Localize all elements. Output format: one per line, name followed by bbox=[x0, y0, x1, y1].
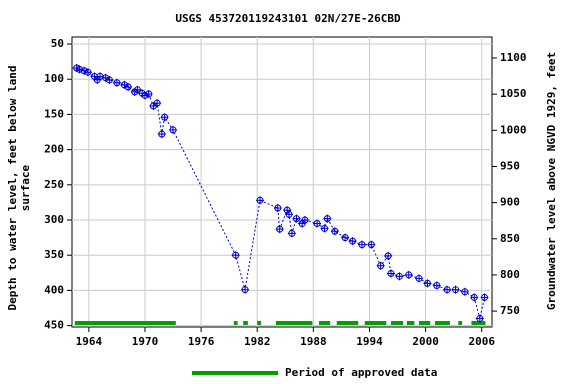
data-point bbox=[348, 237, 357, 246]
x-tick-label: 1964 bbox=[76, 335, 103, 348]
data-point bbox=[470, 293, 479, 302]
approved-period bbox=[434, 321, 450, 325]
x-tick-label: 1970 bbox=[132, 335, 159, 348]
connector-line bbox=[76, 67, 486, 319]
y2-axis-label: Groundwater level above NGVD 1929, feet bbox=[545, 52, 558, 310]
data-point bbox=[460, 287, 469, 296]
approved-period bbox=[406, 321, 415, 325]
y-tick-label: 450 bbox=[44, 319, 64, 332]
legend-label: Period of approved data bbox=[285, 366, 437, 379]
data-point bbox=[313, 219, 322, 228]
plot-frame bbox=[71, 36, 493, 328]
approved-period bbox=[471, 321, 486, 325]
x-tick-label: 1988 bbox=[300, 335, 327, 348]
approved-period bbox=[243, 321, 248, 325]
approved-period bbox=[318, 321, 331, 325]
data-point bbox=[443, 285, 452, 294]
data-point bbox=[160, 113, 169, 122]
data-point bbox=[320, 224, 329, 233]
approved-period bbox=[257, 321, 261, 325]
x-tick-label: 1982 bbox=[244, 335, 271, 348]
data-point bbox=[292, 214, 301, 223]
y2-tick-label: 1050 bbox=[500, 87, 527, 100]
y-tick-label: 50 bbox=[51, 37, 64, 50]
data-point bbox=[105, 75, 114, 84]
y-axis-label: Depth to water level, feet below land bbox=[6, 65, 19, 310]
approved-period bbox=[390, 321, 404, 325]
data-point bbox=[386, 269, 395, 278]
y-tick-label: 250 bbox=[44, 178, 64, 191]
x-tick-label: 1994 bbox=[356, 335, 383, 348]
data-point bbox=[83, 68, 92, 77]
data-point bbox=[140, 91, 149, 100]
x-tick-label: 2006 bbox=[468, 335, 495, 348]
data-point bbox=[330, 227, 339, 236]
y-tick-label: 300 bbox=[44, 213, 64, 226]
data-point bbox=[367, 240, 376, 249]
data-point bbox=[323, 214, 332, 223]
data-point bbox=[480, 293, 489, 302]
data-point bbox=[300, 216, 309, 225]
y2-tick-label: 800 bbox=[500, 268, 520, 281]
data-point bbox=[357, 240, 366, 249]
data-point bbox=[112, 78, 121, 87]
approved-period bbox=[74, 321, 176, 325]
data-point bbox=[404, 270, 413, 279]
data-point bbox=[423, 279, 432, 288]
y2-tick-label: 900 bbox=[500, 196, 520, 209]
y2-tick-label: 950 bbox=[500, 159, 520, 172]
data-point bbox=[144, 90, 153, 99]
data-point bbox=[101, 73, 110, 82]
approved-period bbox=[419, 321, 431, 325]
y2-tick-label: 750 bbox=[500, 304, 520, 317]
data-point bbox=[475, 314, 484, 323]
data-point bbox=[75, 65, 84, 74]
chart-title: USGS 453720119243101 02N/27E-26CBD bbox=[175, 12, 401, 25]
data-point bbox=[283, 206, 292, 215]
data-point bbox=[124, 82, 133, 91]
data-point bbox=[285, 210, 294, 219]
y-tick-label: 400 bbox=[44, 283, 64, 296]
y-tick-label: 150 bbox=[44, 107, 64, 120]
data-point bbox=[287, 229, 296, 238]
data-point bbox=[231, 251, 240, 260]
y-axis-label: surface bbox=[19, 164, 32, 211]
data-point bbox=[341, 233, 350, 242]
approved-period bbox=[336, 321, 359, 325]
approved-period bbox=[275, 321, 313, 325]
approved-period bbox=[458, 321, 463, 325]
x-tick-label: 2000 bbox=[412, 335, 439, 348]
data-point bbox=[432, 281, 441, 290]
data-point bbox=[133, 85, 142, 94]
y2-tick-label: 1000 bbox=[500, 123, 527, 136]
data-point bbox=[256, 196, 265, 205]
approved-period bbox=[364, 321, 387, 325]
approved-period bbox=[233, 321, 238, 325]
data-point bbox=[275, 225, 284, 234]
data-point bbox=[120, 80, 129, 89]
y-tick-label: 100 bbox=[44, 72, 64, 85]
data-point bbox=[80, 66, 89, 75]
y2-tick-label: 850 bbox=[500, 232, 520, 245]
y-tick-label: 350 bbox=[44, 248, 64, 261]
x-tick-label: 1976 bbox=[188, 335, 215, 348]
y2-tick-label: 1100 bbox=[500, 51, 527, 64]
data-point bbox=[395, 272, 404, 281]
data-point bbox=[415, 274, 424, 283]
data-point bbox=[241, 285, 250, 294]
data-point bbox=[153, 99, 162, 108]
data-point bbox=[376, 261, 385, 270]
y-tick-label: 200 bbox=[44, 143, 64, 156]
data-point bbox=[451, 285, 460, 294]
data-point bbox=[384, 251, 393, 260]
data-point bbox=[273, 204, 282, 213]
data-point bbox=[169, 125, 178, 134]
data-point bbox=[157, 130, 166, 139]
